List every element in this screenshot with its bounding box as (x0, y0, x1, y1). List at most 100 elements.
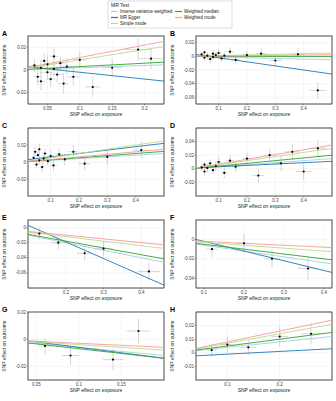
plot-border (28, 312, 164, 380)
point (72, 76, 74, 78)
point (72, 151, 74, 153)
point (38, 233, 40, 235)
y-axis-title: SNP effect on outcome (169, 228, 175, 279)
fit-line (28, 343, 164, 358)
fit-line (196, 332, 332, 350)
y-error-bar (281, 156, 282, 171)
panel: B0.10.20.30.4-0.06-0.04-0.0200.02SNP eff… (169, 30, 332, 117)
tick-label: 0 (23, 337, 26, 342)
x-error-bar (40, 167, 45, 168)
panel: G0.050.10.15-0.0200.02SNP effect on expo… (1, 306, 164, 393)
point (47, 160, 49, 162)
legend-label: Simple mode (120, 21, 147, 26)
point (203, 170, 205, 172)
y-error-bar (34, 59, 35, 73)
plot-border (196, 312, 332, 380)
point (235, 59, 237, 61)
grid-line (196, 155, 332, 156)
legend-title: MR Test (111, 2, 130, 8)
grid-line (303, 128, 304, 196)
fit-line (196, 336, 332, 350)
y-error-bar (244, 234, 245, 253)
legend-swatch (175, 11, 182, 12)
y-axis-title: SNP effect on outcome (169, 44, 175, 95)
fit-line (196, 349, 332, 356)
legend-swatch (111, 11, 118, 12)
fit-line (28, 149, 164, 161)
y-error-bar (138, 319, 139, 343)
point (150, 58, 152, 60)
panel-label: D (170, 122, 175, 129)
grid-line (121, 312, 122, 380)
grid-line (196, 366, 332, 367)
point (223, 55, 225, 57)
x-error-bar (33, 151, 36, 152)
grid-line (28, 227, 164, 228)
plot-border (196, 220, 332, 288)
y-error-bar (39, 143, 40, 155)
fit-line (28, 341, 164, 348)
x-error-bar (203, 171, 207, 172)
point (215, 54, 217, 56)
tick-label: -0.06 (184, 95, 195, 100)
fit-line (28, 341, 164, 358)
tick-label: 0.2 (141, 106, 148, 111)
x-error-bar (40, 60, 48, 61)
tick-label: 0 (191, 237, 194, 242)
tick-label: 0.1 (224, 382, 231, 387)
panel: E0.20.30.4-0.06-0.04-0.020SNP effect on … (1, 214, 164, 301)
plot-border (28, 220, 164, 288)
point (274, 59, 276, 61)
tick-label: 0.04 (185, 139, 194, 144)
y-error-bar (47, 55, 48, 73)
x-error-bar (226, 51, 233, 52)
tick-label: 0.02 (17, 143, 26, 148)
point (53, 55, 55, 57)
plot-frame (28, 312, 164, 380)
point (246, 54, 248, 56)
panel-label: H (170, 306, 175, 313)
point (271, 258, 273, 260)
x-error-bar (46, 79, 55, 80)
y-axis-title: SNP effect on outcome (1, 228, 7, 279)
point (112, 359, 114, 361)
x-axis-title: SNP effect on exposure (70, 295, 123, 301)
point (303, 170, 305, 172)
y-error-bar (227, 336, 228, 352)
x-error-bar (55, 154, 62, 155)
data-layer (28, 225, 164, 285)
x-error-bar (32, 157, 35, 158)
point (260, 53, 262, 55)
legend-swatch (175, 17, 182, 18)
point (212, 56, 214, 58)
y-error-bar (73, 68, 74, 86)
point (38, 159, 40, 161)
tick-label: -0.02 (16, 364, 27, 369)
tick-label: 0.02 (17, 45, 26, 50)
point (206, 167, 208, 169)
fit-line (28, 67, 164, 81)
point (111, 67, 113, 69)
fit-line (196, 239, 332, 272)
x-error-bar (50, 56, 58, 57)
fit-line (196, 53, 332, 56)
plot-frame (196, 220, 332, 288)
grid-line (28, 70, 164, 71)
tick-label: 0 (191, 350, 194, 355)
x-error-bar (36, 81, 45, 82)
tick-label: 0.1 (216, 198, 223, 203)
legend-swatch (111, 17, 118, 18)
x-error-bar (50, 165, 57, 166)
plot-border (28, 128, 164, 196)
x-error-bar (42, 72, 52, 73)
fit-line (28, 232, 164, 248)
data-layer (196, 320, 332, 357)
point (57, 242, 59, 244)
point (44, 345, 46, 347)
x-axis-title: SNP effect on exposure (70, 203, 123, 209)
point (291, 151, 293, 153)
x-error-bar (208, 163, 213, 164)
grid-line (324, 220, 325, 288)
x-error-bar (256, 53, 267, 54)
plot-border (196, 36, 332, 104)
